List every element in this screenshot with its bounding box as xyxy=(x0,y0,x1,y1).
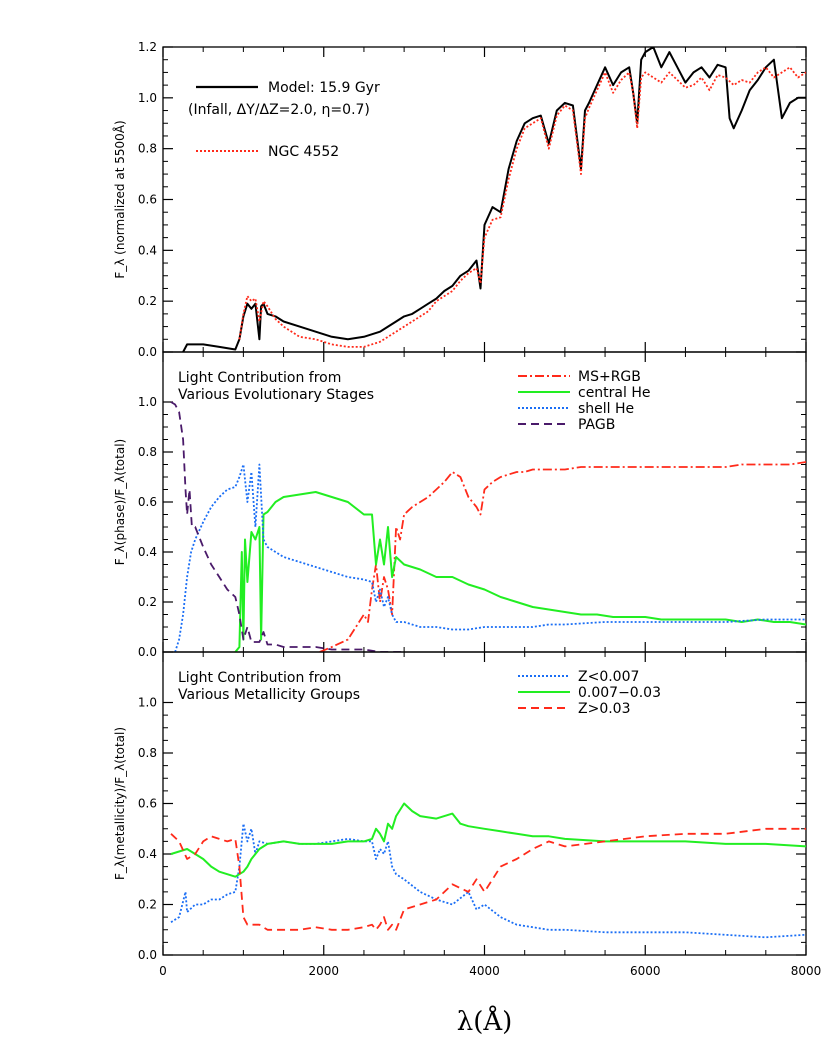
y-tick-label: 1.2 xyxy=(138,40,157,54)
series-line-ms-rgb xyxy=(319,461,806,652)
x-tick-label: 8000 xyxy=(791,964,822,978)
series-line-z-0-007 xyxy=(170,822,806,939)
panel-title: Various Metallicity Groups xyxy=(178,687,360,703)
x-tick-label: 2000 xyxy=(308,964,339,978)
legend-label: MS+RGB xyxy=(578,369,641,385)
legend-label: Z>0.03 xyxy=(578,701,631,717)
y-axis-label: F_λ(metallicity)/F_λ(total) xyxy=(113,727,127,880)
x-tick-label: 6000 xyxy=(630,964,661,978)
y-tick-label: 0.4 xyxy=(138,243,157,257)
series-line-z-0-03 xyxy=(170,827,806,931)
series-line-pagb xyxy=(170,401,405,652)
series-line-0-007-0-03 xyxy=(170,802,806,878)
panel-title: Light Contribution from xyxy=(178,370,341,386)
y-tick-label: 0.4 xyxy=(138,847,157,861)
y-tick-label: 0.4 xyxy=(138,545,157,559)
y-tick-label: 0.0 xyxy=(138,345,157,359)
y-tick-label: 0.6 xyxy=(138,495,157,509)
y-axis-label: F_λ (normalized at 5500Å) xyxy=(112,120,127,278)
y-tick-label: 0.8 xyxy=(138,445,157,459)
legend-label: Model: 15.9 Gyr xyxy=(268,80,380,96)
series-line-model-15-9-gyr xyxy=(182,47,806,352)
y-axis-label: F_λ(phase)/F_λ(total) xyxy=(113,439,127,565)
legend-label: PAGB xyxy=(578,417,615,433)
legend: Model: 15.9 Gyr (Infall, ΔY/ΔZ=2.0, η=0.7… xyxy=(188,80,380,160)
y-tick-label: 0.2 xyxy=(138,294,157,308)
panel-3: 0.0 0.2 0.4 0.6 0.8 1.0 0 2000 4000 6000 8000 F_λ(m… xyxy=(113,651,822,1037)
legend-label: NGC 4552 xyxy=(268,144,339,160)
panel-1: 0.0 0.2 0.4 0.6 0.8 1.0 1.2 F_λ (normalized at … xyxy=(112,40,807,359)
legend-note: (Infall, ΔY/ΔZ=2.0, η=0.7) xyxy=(188,102,370,118)
x-tick-label: 0 xyxy=(159,964,167,978)
series-line-central-he xyxy=(234,491,806,652)
panel-frame xyxy=(162,46,807,353)
x-axis-label: λ(Å) xyxy=(457,1005,513,1037)
panel-2: 0.0 0.2 0.4 0.6 0.8 1.0 F_λ(phase)/F_λ(total) L… xyxy=(113,351,807,659)
series-line-shell-he xyxy=(174,463,806,652)
y-tick-label: 0.0 xyxy=(138,645,157,659)
y-tick-label: 0.2 xyxy=(138,898,157,912)
panel-title: Light Contribution from xyxy=(178,670,341,686)
y-tick-label: 1.0 xyxy=(138,696,157,710)
y-tick-label: 0.0 xyxy=(138,948,157,962)
y-tick-label: 0.6 xyxy=(138,797,157,811)
y-tick-label: 0.8 xyxy=(138,142,157,156)
panel-title: Various Evolutionary Stages xyxy=(178,387,374,403)
y-tick-label: 1.0 xyxy=(138,395,157,409)
x-tick-label: 4000 xyxy=(469,964,500,978)
legend-label: Z<0.007 xyxy=(578,669,639,685)
y-tick-label: 0.2 xyxy=(138,595,157,609)
series-line-ngc-4552 xyxy=(238,66,806,348)
legend-label: 0.007−0.03 xyxy=(578,685,661,701)
legend-label: central He xyxy=(578,385,651,401)
y-tick-label: 1.0 xyxy=(138,91,157,105)
y-tick-label: 0.8 xyxy=(138,746,157,760)
legend-label: shell He xyxy=(578,401,634,417)
y-tick-label: 0.6 xyxy=(138,193,157,207)
